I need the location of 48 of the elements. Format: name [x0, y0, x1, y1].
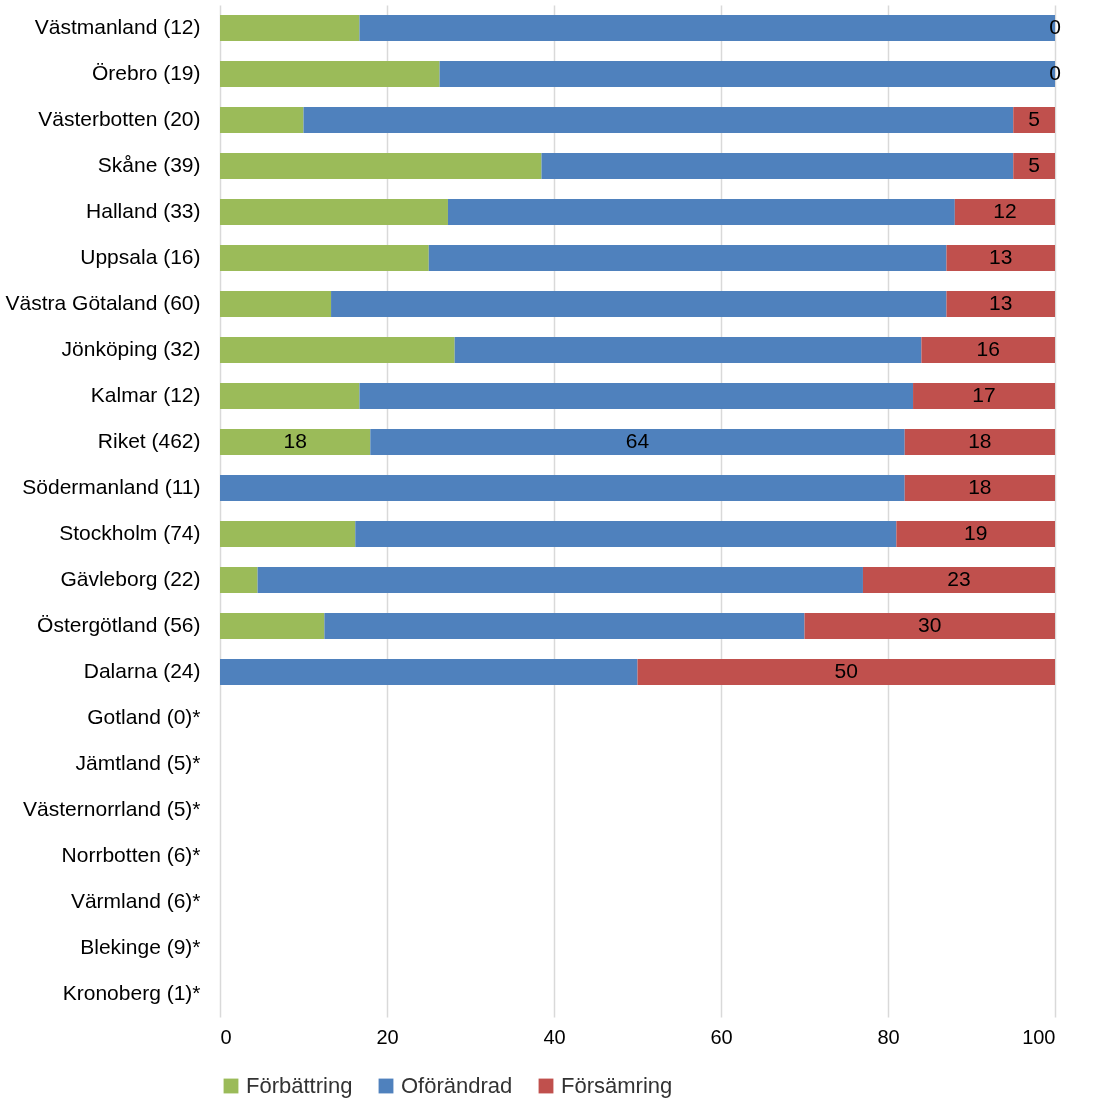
y-tick-label: Skåne (39)	[97, 153, 201, 176]
data-label: 23	[947, 567, 971, 590]
y-tick-label: Blekinge (9)*	[80, 935, 201, 958]
y-tick-label: Halland (33)	[86, 199, 201, 222]
y-tick-label: Västernorrland (5)*	[23, 797, 201, 820]
y-tick-label: Östergötland (56)	[37, 613, 201, 636]
data-label: 12	[993, 199, 1017, 222]
y-tick-label: Västerbotten (20)	[38, 107, 201, 130]
x-tick-label: 80	[877, 1025, 900, 1048]
y-tick-label: Norrbotten (6)*	[61, 843, 201, 866]
y-tick-label: Riket (462)	[97, 429, 201, 452]
legend-label: Förbättring	[246, 1073, 353, 1098]
data-label: 18	[968, 429, 992, 452]
data-label: 18	[283, 429, 307, 452]
y-tick-label: Gotland (0)*	[87, 705, 201, 728]
x-tick-label: 0	[220, 1025, 232, 1048]
y-tick-label: Kalmar (12)	[90, 383, 201, 406]
data-label: 17	[972, 383, 996, 406]
y-tick-label: Västra Götaland (60)	[5, 291, 201, 314]
data-label: 13	[989, 245, 1013, 268]
data-label: 5	[1028, 153, 1040, 176]
y-tick-label: Värmland (6)*	[70, 889, 201, 912]
y-tick-label: Gävleborg (22)	[60, 567, 201, 590]
y-tick-label: Örebro (19)	[91, 61, 201, 84]
data-label: 16	[976, 337, 1000, 360]
y-tick-label: Södermanland (11)	[22, 475, 201, 498]
data-label: 0	[1049, 61, 1061, 84]
legend-label: Försämring	[561, 1073, 673, 1098]
y-tick-label: Västmanland (12)	[34, 15, 201, 38]
data-label: 50	[834, 659, 858, 682]
x-tick-label: 20	[376, 1025, 399, 1048]
y-tick-label: Dalarna (24)	[83, 659, 201, 682]
data-label: 13	[989, 291, 1013, 314]
data-label: 5	[1028, 107, 1040, 130]
x-tick-label: 40	[543, 1025, 566, 1048]
y-tick-label: Jämtland (5)*	[75, 751, 201, 774]
legend-label: Oförändrad	[401, 1073, 513, 1098]
y-tick-label: Stockholm (74)	[59, 521, 201, 544]
data-label: 30	[918, 613, 942, 636]
data-label: 19	[964, 521, 988, 544]
y-tick-label: Uppsala (16)	[80, 245, 201, 268]
y-tick-label: Kronoberg (1)*	[62, 981, 201, 1004]
data-label: 0	[1049, 15, 1061, 38]
x-tick-label: 60	[710, 1025, 733, 1048]
data-label: 64	[625, 429, 650, 452]
x-tick-label: 100	[1022, 1025, 1056, 1048]
data-label: 18	[968, 475, 992, 498]
y-tick-label: Jönköping (32)	[61, 337, 201, 360]
